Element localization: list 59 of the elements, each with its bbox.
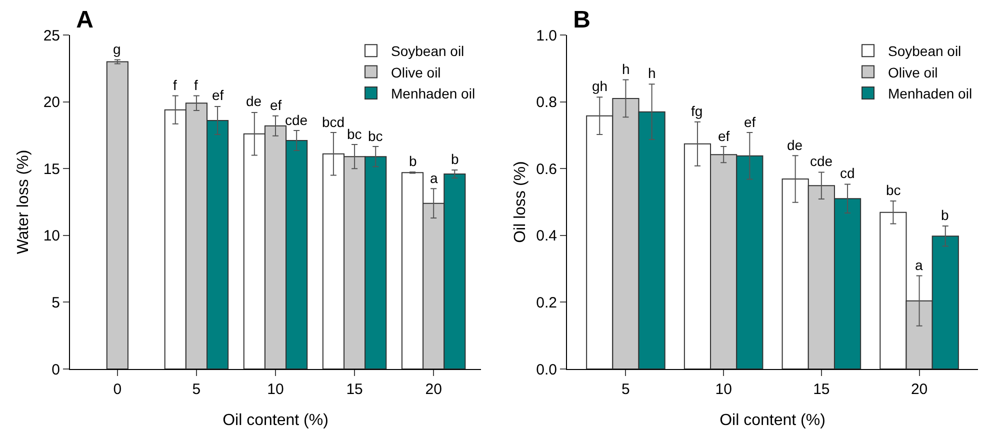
- data-label: gh: [592, 78, 608, 94]
- data-label: bc: [347, 126, 362, 142]
- y-axis-title: Water loss (%): [15, 150, 32, 254]
- data-label: ef: [718, 128, 730, 144]
- data-label: bcd: [322, 114, 345, 130]
- bar: [106, 61, 128, 369]
- data-label: b: [941, 207, 949, 223]
- data-label: cde: [810, 153, 833, 169]
- y-tick-label: 0.6: [536, 160, 557, 178]
- x-axis-title: Oil content (%): [720, 412, 826, 429]
- x-tick-label: 15: [346, 381, 363, 398]
- x-tick-label: 0: [113, 381, 122, 398]
- x-tick-label: 5: [192, 381, 201, 398]
- y-tick-label: 0.0: [536, 361, 557, 378]
- data-label: cd: [840, 165, 855, 181]
- y-tick-label: 0.2: [536, 294, 557, 312]
- data-label: f: [173, 77, 177, 93]
- chart-title: B: [573, 6, 591, 34]
- x-tick-label: 20: [910, 381, 928, 398]
- data-label: f: [194, 77, 198, 93]
- data-label: h: [622, 61, 630, 77]
- x-tick-label: 15: [813, 381, 830, 398]
- y-tick-label: 25: [43, 27, 60, 44]
- x-tick-label: 20: [425, 381, 442, 398]
- data-label: de: [787, 137, 803, 153]
- data-label: b: [409, 153, 417, 169]
- y-tick-label: 0.8: [536, 94, 557, 112]
- y-tick-label: 20: [43, 94, 60, 112]
- data-label: a: [430, 170, 438, 186]
- y-tick-label: 0: [52, 361, 60, 378]
- y-tick-label: 5: [52, 294, 60, 312]
- data-label: g: [113, 41, 121, 57]
- data-label: ef: [212, 87, 224, 103]
- x-tick-label: 10: [267, 381, 284, 398]
- data-label: ef: [744, 114, 756, 130]
- data-label: b: [451, 151, 459, 167]
- data-label: a: [915, 257, 923, 273]
- legend-label: Menhaden oil: [888, 85, 972, 102]
- data-label: bc: [886, 182, 901, 198]
- data-label: cde: [285, 112, 308, 128]
- legend-label: Menhaden oil: [391, 85, 476, 102]
- y-tick-label: 1.0: [536, 27, 557, 44]
- legend-label: Soybean oil: [391, 43, 464, 60]
- x-tick-label: 10: [715, 381, 732, 398]
- legend-label: Soybean oil: [888, 43, 962, 60]
- chart-title: A: [76, 6, 94, 34]
- x-axis-title: Oil content (%): [222, 412, 328, 429]
- data-label: de: [246, 93, 262, 109]
- y-axis-title: Oil loss (%): [512, 161, 529, 243]
- data-label: h: [648, 65, 656, 81]
- y-tick-label: 15: [43, 160, 60, 178]
- y-tick-label: 10: [43, 228, 60, 245]
- data-label: ef: [270, 97, 282, 113]
- data-label: bc: [368, 128, 383, 144]
- legend-label: Olive oil: [888, 64, 938, 80]
- data-label: fg: [691, 103, 703, 119]
- legend-label: Olive oil: [391, 64, 441, 80]
- x-tick-label: 5: [622, 381, 630, 398]
- y-tick-label: 0.4: [536, 228, 557, 245]
